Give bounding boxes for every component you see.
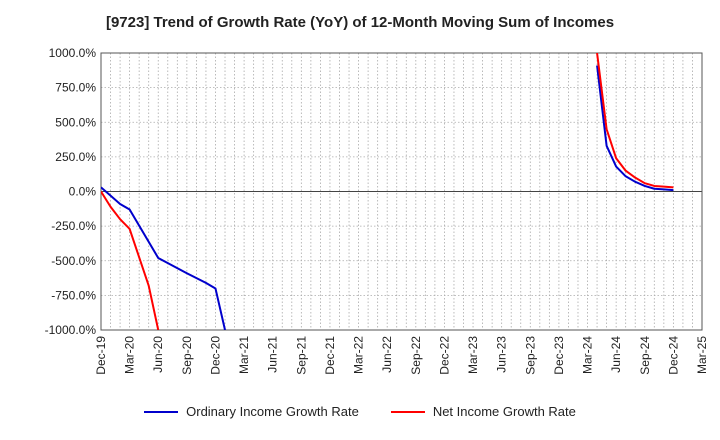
x-tick-label: Dec-23 [552, 336, 566, 375]
series-line-net [596, 53, 674, 189]
x-tick-label: Mar-22 [352, 336, 366, 374]
series-line-ordinary [101, 186, 226, 330]
x-tick-label: Sep-21 [294, 336, 308, 375]
x-tick-label: Dec-21 [323, 336, 337, 375]
x-tick-label: Mar-20 [123, 336, 137, 374]
y-tick-label: -500.0% [51, 254, 96, 268]
x-tick-label: Jun-21 [266, 336, 280, 373]
series-line-net [101, 190, 160, 330]
legend-swatch-ordinary [144, 410, 179, 413]
x-tick-label: Sep-24 [638, 336, 652, 375]
series-line-ordinary [596, 65, 674, 192]
x-tick-label: Sep-20 [180, 336, 194, 375]
x-tick-label: Mar-21 [237, 336, 251, 374]
x-tick-label: Jun-20 [151, 336, 165, 373]
x-tick-label: Sep-23 [523, 336, 537, 375]
y-tick-label: 750.0% [55, 81, 96, 95]
chart-title: [9723] Trend of Growth Rate (YoY) of 12-… [105, 14, 615, 31]
y-tick-label: -250.0% [51, 219, 96, 233]
x-tick-label: Mar-25 [695, 336, 709, 374]
x-tick-label: Mar-23 [466, 336, 480, 374]
y-tick-label: 0.0% [69, 185, 97, 199]
y-tick-label: -750.0% [51, 288, 96, 302]
x-tick-label: Dec-20 [208, 336, 222, 375]
legend-item-net: Net Income Growth Rate [390, 404, 576, 419]
x-tick-label: Dec-19 [94, 336, 108, 375]
x-tick-label: Mar-24 [581, 336, 595, 374]
y-tick-label: 500.0% [55, 115, 96, 129]
chart-legend: Ordinary Income Growth Rate Net Income G… [0, 404, 720, 419]
x-tick-label: Dec-22 [437, 336, 451, 375]
legend-label-ordinary: Ordinary Income Growth Rate [186, 404, 359, 419]
legend-item-ordinary: Ordinary Income Growth Rate [144, 404, 359, 419]
legend-label-net: Net Income Growth Rate [432, 404, 576, 419]
x-tick-label: Jun-22 [380, 336, 394, 373]
x-tick-label: Jun-23 [495, 336, 509, 373]
x-tick-label: Jun-24 [609, 336, 623, 373]
x-tick-label: Sep-22 [409, 336, 423, 375]
y-tick-label: 1000.0% [49, 46, 97, 60]
y-tick-label: 250.0% [55, 150, 96, 164]
y-tick-label: -1000.0% [45, 323, 97, 337]
x-tick-label: Dec-24 [666, 336, 680, 375]
legend-swatch-net [390, 410, 425, 413]
